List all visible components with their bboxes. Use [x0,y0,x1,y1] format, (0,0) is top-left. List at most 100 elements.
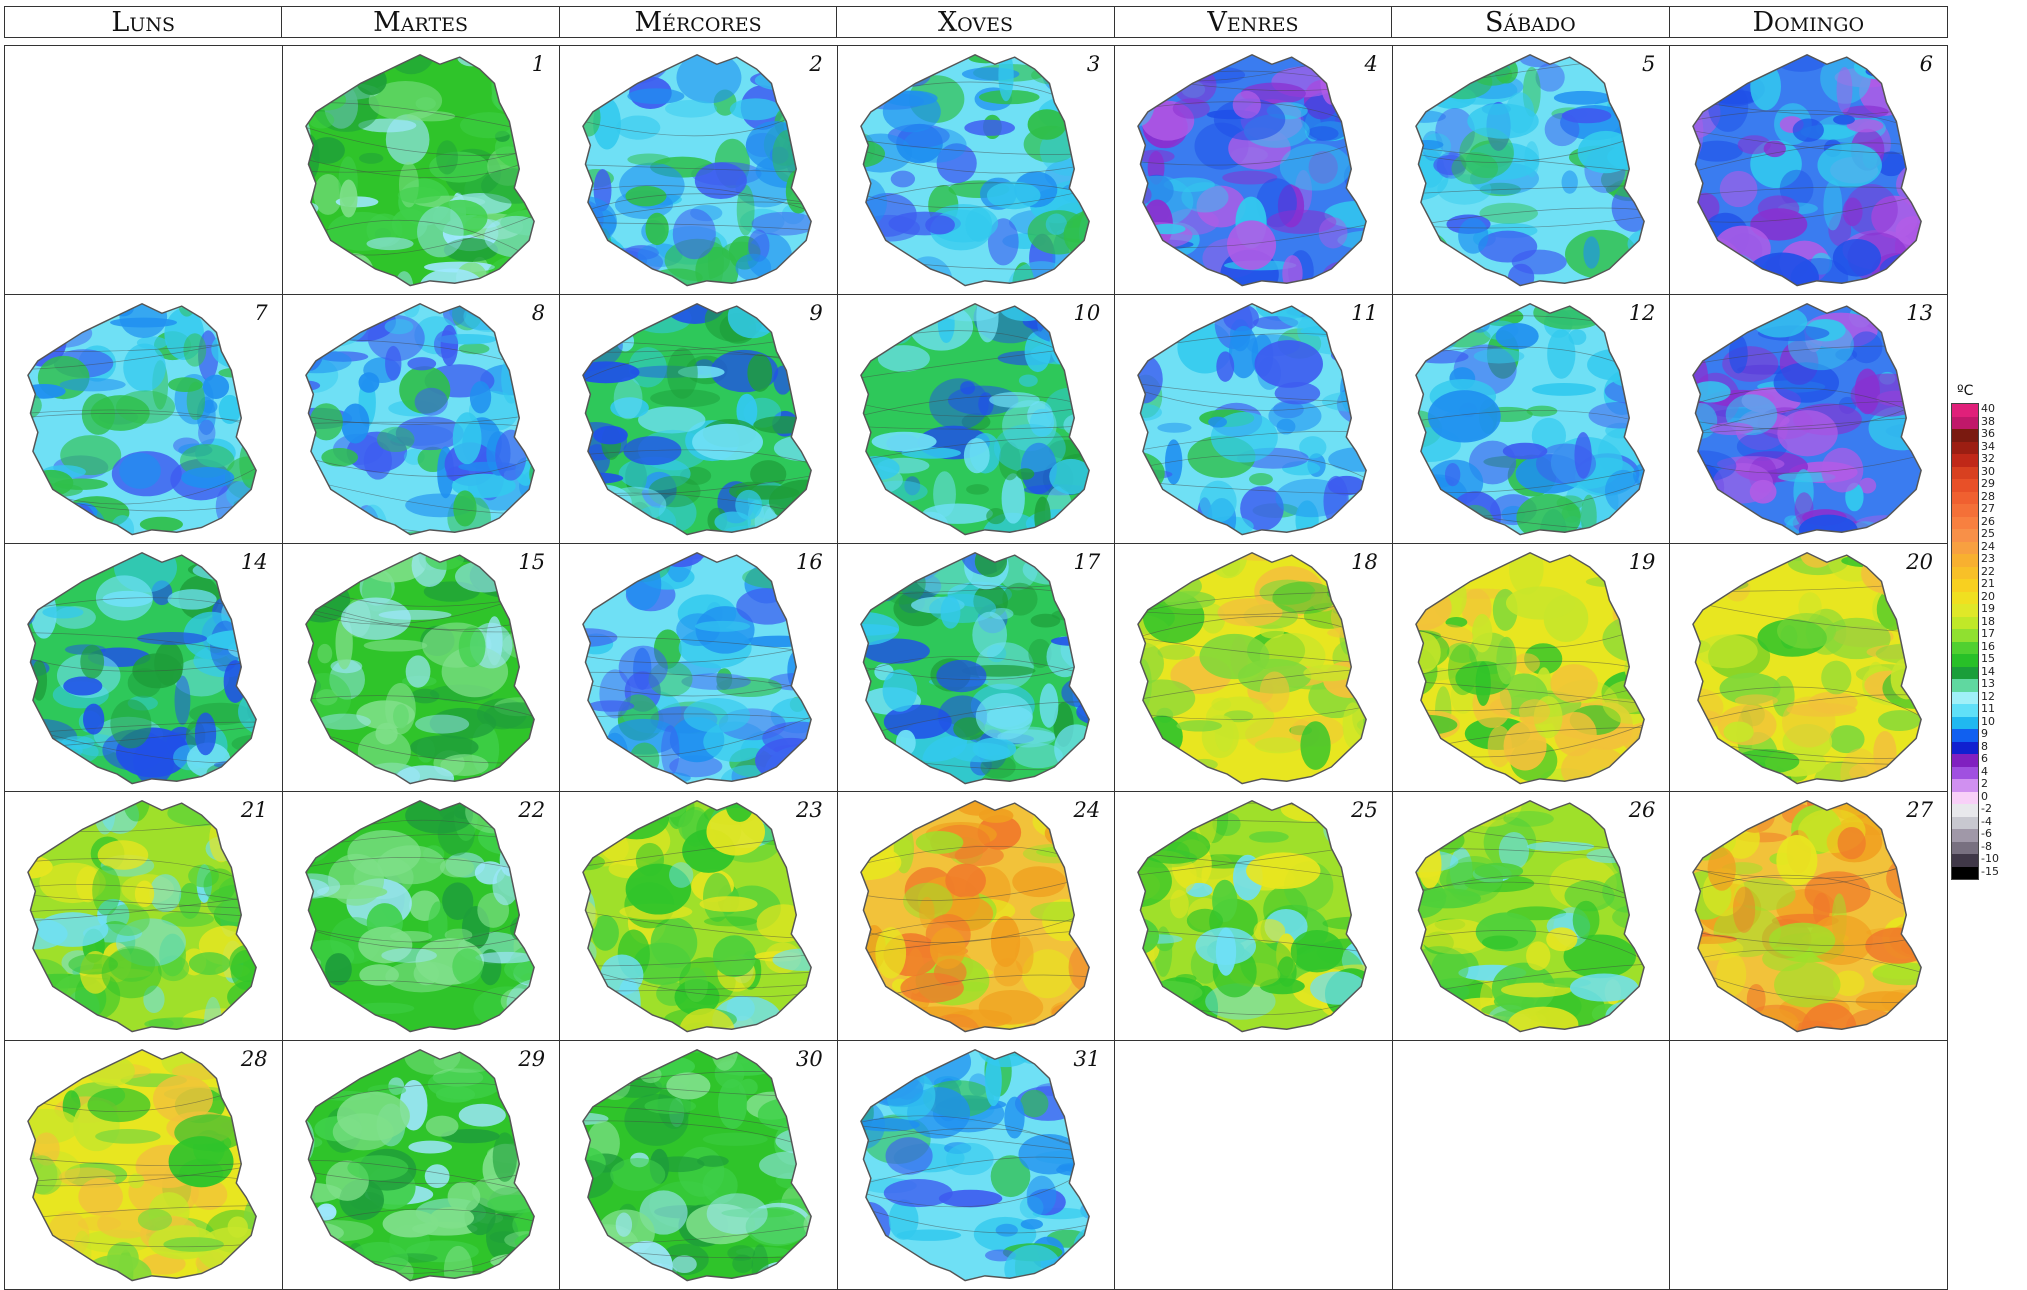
weekday-header: Luns Martes Mércores Xoves Venres Sábado Domin… [4,6,1948,38]
weekday-luns: Luns [5,7,282,38]
legend-label: 11 [1981,703,1999,716]
legend-color-bar [1951,403,1979,880]
legend-swatch [1952,742,1978,755]
legend-label: 29 [1981,478,1999,491]
weekday-xoves: Xoves [837,7,1114,38]
legend-label: 25 [1981,528,1999,541]
legend-swatch [1952,629,1978,642]
legend-label: 32 [1981,453,1999,466]
legend-swatch [1952,404,1978,417]
legend-label: 17 [1981,628,1999,641]
day-cell: 20 [1670,544,1948,793]
empty-cell [1115,1041,1393,1290]
day-cell: 26 [1393,792,1671,1041]
weekday-sábado: Sábado [1392,7,1669,38]
legend-swatch [1952,842,1978,855]
day-cell: 22 [283,792,561,1041]
legend-swatch [1952,454,1978,467]
legend-label: 9 [1981,728,1999,741]
legend-label: 21 [1981,578,1999,591]
legend-swatch [1952,779,1978,792]
day-cell: 15 [283,544,561,793]
legend-swatch [1952,817,1978,830]
legend-label: 2 [1981,778,1999,791]
legend-unit: ºC [1957,383,1973,399]
empty-cell [1393,1041,1671,1290]
weekday-martes: Martes [282,7,559,38]
legend-swatch [1952,542,1978,555]
temperature-map [856,796,1104,1034]
temperature-map [1133,50,1381,288]
legend-swatch [1952,829,1978,842]
legend-label: -2 [1981,803,1999,816]
day-cell: 1 [283,46,561,295]
legend-label: 19 [1981,603,1999,616]
day-cell: 5 [1393,46,1671,295]
day-cell: 23 [560,792,838,1041]
temperature-map [856,299,1104,537]
legend-labels: 40 38 36 34 32 30 29 28 27 26 25 24 23 22 21 20 19 18 17 16… [1981,403,1999,878]
legend-label: 15 [1981,653,1999,666]
day-cell: 9 [560,295,838,544]
temperature-map [301,50,549,288]
legend-label: -15 [1981,866,1999,879]
temperature-map [1411,548,1659,786]
legend-swatch [1952,429,1978,442]
legend-swatch [1952,567,1978,580]
day-cell: 29 [283,1041,561,1290]
weekday-domingo: Domingo [1670,7,1947,38]
day-cell: 13 [1670,295,1948,544]
day-cell: 4 [1115,46,1393,295]
day-cell: 24 [838,792,1116,1041]
empty-cell [5,46,283,295]
legend-swatch [1952,642,1978,655]
temperature-map [1688,796,1936,1034]
legend-swatch [1952,729,1978,742]
weekday-venres: Venres [1115,7,1392,38]
legend-swatch [1952,804,1978,817]
legend-swatch [1952,679,1978,692]
weekday-mércores: Mércores [560,7,837,38]
day-cell: 14 [5,544,283,793]
day-cell: 7 [5,295,283,544]
legend-swatch [1952,654,1978,667]
legend-label: -6 [1981,828,1999,841]
legend-swatch [1952,704,1978,717]
day-cell: 8 [283,295,561,544]
legend-swatch [1952,667,1978,680]
legend-swatch [1952,792,1978,805]
day-cell: 21 [5,792,283,1041]
legend-swatch [1952,442,1978,455]
legend-swatch [1952,592,1978,605]
legend-swatch [1952,467,1978,480]
temperature-map [1688,548,1936,786]
day-cell: 16 [560,544,838,793]
legend-label: 40 [1981,403,1999,416]
day-cell: 11 [1115,295,1393,544]
legend-swatch [1952,529,1978,542]
legend-swatch [1952,767,1978,780]
legend-swatch [1952,754,1978,767]
day-cell: 18 [1115,544,1393,793]
day-cell: 3 [838,46,1116,295]
temperature-map [23,1045,271,1283]
temperature-map [301,796,549,1034]
legend-swatch [1952,854,1978,867]
temperature-map [1688,299,1936,537]
temperature-legend: ºC 40 38 36 34 32 30 29 28 27 26 25 24 23 22 21 20 19 18 1… [1949,383,2021,993]
day-cell: 10 [838,295,1116,544]
day-cell: 28 [5,1041,283,1290]
legend-swatch [1952,554,1978,567]
legend-swatch [1952,579,1978,592]
legend-swatch [1952,504,1978,517]
temperature-map [1411,50,1659,288]
legend-swatch [1952,692,1978,705]
legend-swatch [1952,492,1978,505]
day-cell: 27 [1670,792,1948,1041]
legend-label: 23 [1981,553,1999,566]
day-cell: 30 [560,1041,838,1290]
temperature-map [1133,299,1381,537]
day-cell: 25 [1115,792,1393,1041]
calendar-grid: 1 2 3 4 5 6 7 8 9 10 11 12 13 14 15 16 17 18 19 20 21 22 23 24 2… [4,45,1948,1290]
legend-label: 27 [1981,503,1999,516]
